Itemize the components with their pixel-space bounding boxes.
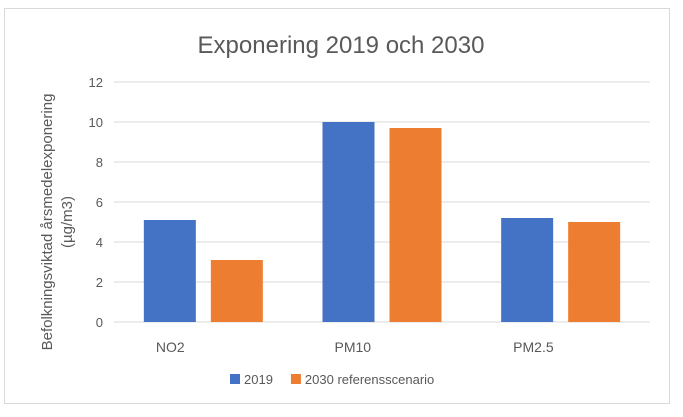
bar-pm10-0 — [322, 122, 375, 322]
bars — [143, 122, 621, 322]
y-axis-ticks: 0 2 4 6 8 10 12 — [89, 75, 103, 330]
y-tick-label: 0 — [96, 315, 103, 330]
y-axis-label-line2: (µg/m3) — [59, 196, 76, 248]
y-tick-label: 12 — [89, 75, 103, 90]
y-axis-label-line1: Befolkningsviktad årsmedelexponering — [39, 94, 56, 351]
legend: 2019 2030 referensscenario — [230, 372, 434, 387]
x-category-label: PM2.5 — [513, 339, 554, 355]
y-tick-label: 6 — [96, 195, 103, 210]
bar-pm10-1 — [389, 128, 442, 322]
legend-label-1: 2030 referensscenario — [305, 372, 434, 387]
legend-swatch-0 — [230, 374, 240, 384]
legend-swatch-1 — [290, 374, 301, 384]
y-axis-label: Befolkningsviktad årsmedelexponering (µg… — [39, 94, 76, 351]
x-axis-categories: NO2 PM10 PM2.5 — [156, 339, 554, 355]
bar-pm25-1 — [568, 222, 621, 322]
bar-no2-1 — [210, 260, 263, 322]
legend-label-0: 2019 — [244, 372, 273, 387]
y-tick-label: 8 — [96, 155, 103, 170]
bar-no2-0 — [143, 220, 196, 322]
y-tick-label: 2 — [96, 275, 103, 290]
chart-title: Exponering 2019 och 2030 — [198, 32, 485, 59]
y-tick-label: 10 — [89, 115, 103, 130]
x-category-label: PM10 — [335, 339, 372, 355]
y-tick-label: 4 — [96, 235, 103, 250]
bar-pm25-0 — [501, 218, 554, 322]
x-category-label: NO2 — [156, 339, 185, 355]
gridlines — [114, 81, 650, 323]
